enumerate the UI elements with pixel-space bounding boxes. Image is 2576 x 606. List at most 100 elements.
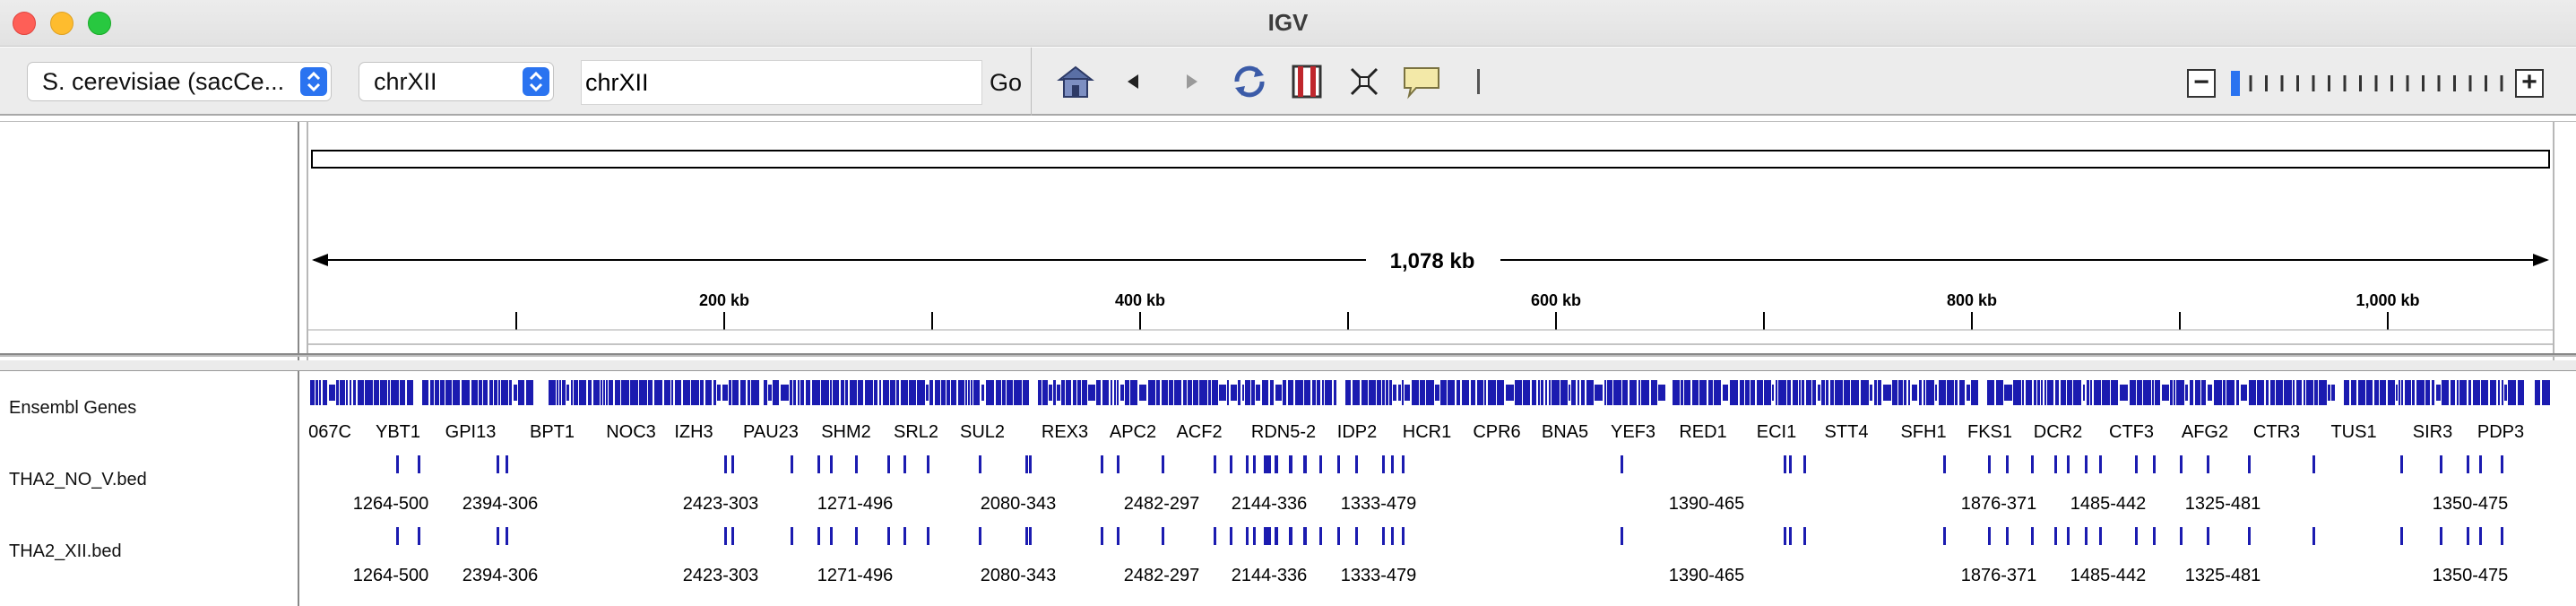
tha2-no-v-labels: 1264-500 2394-306 2423-303 1271-496 2080-343…	[353, 494, 2509, 514]
gene-feature	[1288, 380, 1293, 405]
gene-feature	[1641, 380, 1649, 405]
go-button[interactable]: Go	[990, 69, 1023, 96]
gene-feature	[2380, 380, 2386, 405]
gene-feature	[1844, 380, 1850, 405]
zoom-level-slider[interactable]	[2228, 69, 2508, 98]
zoom-tick[interactable]	[2343, 75, 2347, 91]
gene-feature	[1014, 380, 1022, 405]
bed-feature	[1303, 455, 1307, 473]
zoom-tick[interactable]	[2500, 75, 2503, 91]
bed-feature	[1253, 527, 1256, 545]
zoom-current-level[interactable]	[2231, 71, 2240, 96]
bed-feature	[1789, 455, 1792, 473]
span-label: 1,078 kb	[1390, 249, 1475, 273]
zoom-in-button[interactable]: +	[2515, 69, 2544, 98]
gene-feature	[1638, 380, 1640, 405]
gene-feature	[609, 380, 613, 405]
ruler-name-column	[0, 122, 299, 362]
track-name-tha2-xii[interactable]: THA2_XII.bed	[9, 541, 122, 561]
gene-label: ACF2	[1176, 422, 1222, 442]
gene-feature	[336, 380, 339, 405]
zoom-tick[interactable]	[2437, 75, 2441, 91]
gene-feature	[479, 380, 482, 405]
pane-divider-bar[interactable]	[0, 360, 2576, 371]
gene-feature	[2226, 380, 2235, 405]
gene-feature	[865, 380, 873, 405]
zoom-tick[interactable]	[2312, 75, 2315, 91]
gene-feature	[2425, 380, 2430, 405]
popup-info-icon[interactable]	[1400, 60, 1443, 103]
gene-feature	[1923, 380, 1925, 405]
zoom-tick[interactable]	[2422, 75, 2425, 91]
zoom-tick[interactable]	[2485, 75, 2487, 91]
locus-search-input[interactable]: chrXII	[581, 60, 982, 105]
gene-feature	[1581, 380, 1585, 405]
gene-feature	[1826, 380, 1828, 405]
track-data-area[interactable]: 067C YBT1 GPI13 BPT1 NOC3 IZH3 PAU23 SHM2 SRL2 SU…	[307, 371, 2556, 606]
bed-feature	[2440, 455, 2442, 473]
zoom-tick[interactable]	[2328, 75, 2330, 91]
back-icon[interactable]	[1111, 60, 1154, 103]
refresh-icon[interactable]	[1228, 60, 1271, 103]
track-name-ensembl-genes[interactable]: Ensembl Genes	[9, 398, 137, 418]
gene-feature	[615, 380, 620, 405]
bed-feature	[1943, 527, 1946, 545]
gene-feature	[901, 380, 908, 405]
gene-feature	[1681, 380, 1683, 405]
gene-feature	[986, 380, 994, 405]
bed-feature	[2248, 527, 2251, 545]
bed-feature-label: 2144-336	[1232, 494, 1308, 514]
resize-icon[interactable]	[1343, 60, 1386, 103]
gene-feature	[850, 380, 857, 405]
gene-feature	[1162, 380, 1168, 405]
ruler-toggle-icon[interactable]	[1457, 60, 1500, 103]
zoom-tick[interactable]	[2359, 75, 2362, 91]
tha2-xii-labels: 1264-500 2394-306 2423-303 1271-496 2080-343…	[353, 566, 2509, 585]
zoom-tick[interactable]	[2374, 75, 2378, 91]
zoom-tick[interactable]	[2249, 75, 2252, 91]
gene-feature	[890, 380, 895, 405]
zoom-tick[interactable]	[2406, 75, 2409, 91]
bed-feature	[855, 455, 858, 473]
bed-feature-label: 2144-336	[1232, 566, 1308, 585]
forward-icon[interactable]	[1171, 60, 1214, 103]
gene-feature	[1629, 380, 1637, 405]
gene-feature	[1740, 380, 1744, 405]
home-icon[interactable]	[1054, 60, 1097, 103]
chromosome-dropdown[interactable]: chrXII	[359, 62, 554, 101]
zoom-tick[interactable]	[2468, 75, 2472, 91]
gene-label: RDN5-2	[1251, 422, 1316, 442]
zoom-tick[interactable]	[2390, 75, 2393, 91]
gene-feature	[430, 380, 434, 405]
zoom-tick[interactable]	[2453, 75, 2456, 91]
gene-feature	[1723, 385, 1728, 401]
gene-feature	[2130, 380, 2136, 405]
maximize-window-button[interactable]	[88, 12, 111, 35]
gene-feature	[1708, 380, 1713, 405]
ruler-tick-label: 200 kb	[699, 291, 749, 309]
region-icon[interactable]	[1285, 60, 1328, 103]
close-window-button[interactable]	[13, 12, 36, 35]
gene-feature	[2102, 380, 2110, 405]
zoom-tick[interactable]	[2265, 75, 2268, 91]
gene-feature	[2542, 380, 2550, 405]
bed-feature	[731, 527, 734, 545]
bed-feature	[506, 455, 508, 473]
track-name-tha2-no-v[interactable]: THA2_NO_V.bed	[9, 470, 147, 489]
minimize-window-button[interactable]	[50, 12, 73, 35]
gene-feature	[1778, 380, 1786, 405]
gene-feature	[2055, 380, 2059, 405]
bed-feature-label: 1325-481	[2185, 566, 2261, 585]
zoom-tick[interactable]	[2296, 75, 2299, 91]
genome-dropdown[interactable]: S. cerevisiae (sacCe...	[27, 62, 332, 101]
pane-divider[interactable]	[0, 353, 2576, 357]
gene-feature	[1651, 380, 1657, 405]
gene-feature	[1772, 385, 1774, 401]
track-name-column: Ensembl Genes THA2_NO_V.bed THA2_XII.bed	[0, 371, 299, 606]
gene-feature	[2236, 380, 2239, 405]
zoom-tick[interactable]	[2280, 75, 2284, 91]
zoom-out-button[interactable]: −	[2187, 69, 2216, 98]
gene-feature	[1435, 385, 1439, 401]
ruler-area[interactable]: 1,078 kb 200 kb 400 kb 600 kb 800 kb 1,000 k…	[307, 122, 2554, 362]
gene-feature	[1130, 380, 1137, 405]
